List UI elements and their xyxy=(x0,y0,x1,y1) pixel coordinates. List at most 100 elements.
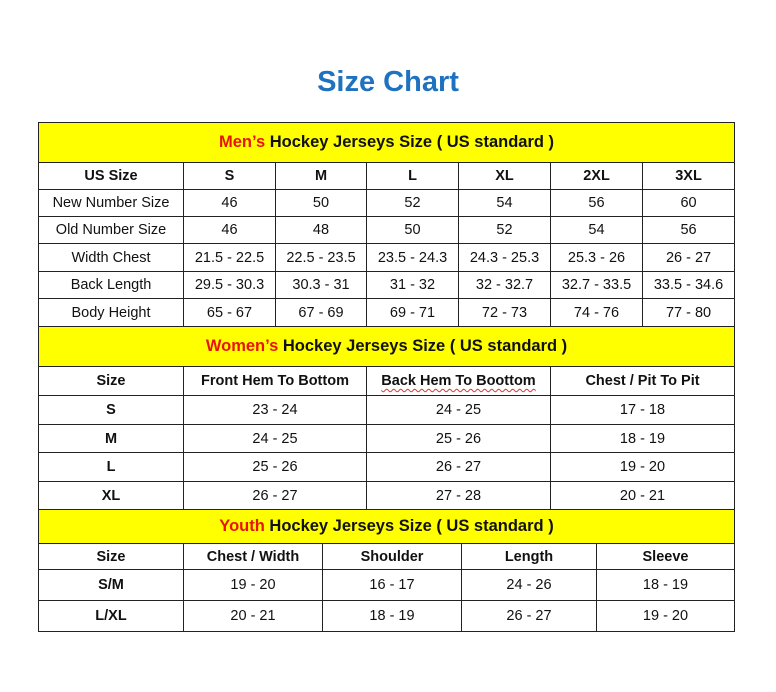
column-header: Length xyxy=(461,543,597,570)
table-row: Width Chest 21.5 - 22.5 22.5 - 23.5 23.5 - … xyxy=(38,243,736,272)
table-cell: 17 - 18 xyxy=(549,395,736,425)
page-title: Size Chart xyxy=(317,66,459,98)
column-header: Size xyxy=(38,543,184,570)
table-row: L 25 - 26 26 - 27 19 - 20 xyxy=(38,452,736,482)
table-cell: 25 - 26 xyxy=(366,424,551,453)
table-cell: 72 - 73 xyxy=(458,298,551,327)
column-header: US Size xyxy=(38,162,184,190)
row-label: XL xyxy=(38,481,184,510)
column-header: L xyxy=(366,162,459,190)
womens-label: Women’s xyxy=(205,337,279,355)
column-header: S xyxy=(183,162,276,190)
column-header: Sleeve xyxy=(595,543,736,570)
column-header: Chest / Pit To Pit xyxy=(549,366,736,396)
table-cell: 32 - 32.7 xyxy=(458,271,551,299)
table-cell: 48 xyxy=(275,216,367,244)
table-cell: 26 - 27 xyxy=(641,243,736,272)
table-cell: 23.5 - 24.3 xyxy=(366,243,459,272)
table-cell: 25.3 - 26 xyxy=(550,243,643,272)
column-header: XL xyxy=(458,162,551,190)
table-cell: 24.3 - 25.3 xyxy=(458,243,551,272)
table-row: S 23 - 24 24 - 25 17 - 18 xyxy=(38,395,736,425)
row-label: Body Height xyxy=(38,298,184,327)
youth-size-table: Youth Hockey Jerseys Size ( US standard … xyxy=(37,509,736,632)
row-label: Old Number Size xyxy=(38,216,184,244)
womens-section-title: Women’s Hockey Jerseys Size ( US standar… xyxy=(37,326,736,367)
column-header: Front Hem To Bottom xyxy=(183,366,367,396)
table-cell: 50 xyxy=(275,189,367,217)
youth-section-title: Youth Hockey Jerseys Size ( US standard … xyxy=(37,509,736,544)
table-cell: 46 xyxy=(183,189,276,217)
table-cell: 50 xyxy=(366,216,459,244)
table-cell: 32.7 - 33.5 xyxy=(550,271,643,299)
table-cell: 69 - 71 xyxy=(366,298,459,327)
table-cell: 24 - 26 xyxy=(461,569,597,601)
mens-size-table: Men’s Hockey Jerseys Size ( US standard … xyxy=(37,122,736,327)
table-cell: 56 xyxy=(550,189,643,217)
table-cell: 74 - 76 xyxy=(550,298,643,327)
table-cell: 30.3 - 31 xyxy=(275,271,367,299)
table-cell: 20 - 21 xyxy=(549,481,736,510)
table-cell: 24 - 25 xyxy=(366,395,551,425)
table-cell: 25 - 26 xyxy=(183,452,367,482)
table-row: S/M 19 - 20 16 - 17 24 - 26 18 - 19 xyxy=(38,569,736,601)
table-cell: 56 xyxy=(641,216,736,244)
table-row: Body Height 65 - 67 67 - 69 69 - 71 72 - 73 7… xyxy=(38,298,736,327)
row-label: L/XL xyxy=(38,600,184,632)
section-title-text: Hockey Jerseys Size ( US standard ) xyxy=(265,133,555,151)
table-cell: 19 - 20 xyxy=(595,600,736,632)
table-cell: 18 - 19 xyxy=(595,569,736,601)
table-cell: 27 - 28 xyxy=(366,481,551,510)
row-label: S/M xyxy=(38,569,184,601)
table-cell: 19 - 20 xyxy=(183,569,323,601)
womens-size-table: Women’s Hockey Jerseys Size ( US standar… xyxy=(37,326,736,510)
row-label: New Number Size xyxy=(38,189,184,217)
table-cell: 31 - 32 xyxy=(366,271,459,299)
column-header: Shoulder xyxy=(322,543,462,570)
column-header: Chest / Width xyxy=(183,543,323,570)
mens-label: Men’s xyxy=(219,133,266,151)
table-cell: 24 - 25 xyxy=(183,424,367,453)
header-row: US Size S M L XL 2XL 3XL xyxy=(38,162,736,190)
table-cell: 65 - 67 xyxy=(183,298,276,327)
section-title-text: Hockey Jerseys Size ( US standard ) xyxy=(278,337,568,355)
header-row: Size Front Hem To Bottom Back Hem To Boott… xyxy=(38,366,736,396)
column-header: Size xyxy=(38,366,184,396)
table-cell: 16 - 17 xyxy=(322,569,462,601)
mens-section-title: Men’s Hockey Jerseys Size ( US standard … xyxy=(37,122,736,163)
table-cell: 46 xyxy=(183,216,276,244)
table-cell: 54 xyxy=(550,216,643,244)
column-header: M xyxy=(275,162,367,190)
table-cell: 60 xyxy=(641,189,736,217)
column-header: Back Hem To Boottom xyxy=(366,366,551,396)
column-header: 2XL xyxy=(550,162,643,190)
table-cell: 23 - 24 xyxy=(183,395,367,425)
section-title-text: Hockey Jerseys Size ( US standard ) xyxy=(264,517,554,535)
table-cell: 77 - 80 xyxy=(641,298,736,327)
column-header: 3XL xyxy=(641,162,736,190)
table-cell: 20 - 21 xyxy=(183,600,323,632)
table-row: L/XL 20 - 21 18 - 19 26 - 27 19 - 20 xyxy=(38,600,736,632)
header-row: Size Chest / Width Shoulder Length Sleeve xyxy=(38,543,736,570)
table-cell: 21.5 - 22.5 xyxy=(183,243,276,272)
table-row: M 24 - 25 25 - 26 18 - 19 xyxy=(38,424,736,453)
table-cell: 52 xyxy=(366,189,459,217)
table-cell: 22.5 - 23.5 xyxy=(275,243,367,272)
table-cell: 26 - 27 xyxy=(183,481,367,510)
table-cell: 33.5 - 34.6 xyxy=(641,271,736,299)
table-cell: 67 - 69 xyxy=(275,298,367,327)
row-label: Width Chest xyxy=(38,243,184,272)
header-text: Back Hem To Boottom xyxy=(381,373,536,389)
table-cell: 18 - 19 xyxy=(322,600,462,632)
table-row: New Number Size 46 50 52 54 56 60 xyxy=(38,189,736,217)
row-label: Back Length xyxy=(38,271,184,299)
row-label: S xyxy=(38,395,184,425)
table-row: Old Number Size 46 48 50 52 54 56 xyxy=(38,216,736,244)
row-label: L xyxy=(38,452,184,482)
table-cell: 29.5 - 30.3 xyxy=(183,271,276,299)
table-cell: 54 xyxy=(458,189,551,217)
table-row: Back Length 29.5 - 30.3 30.3 - 31 31 - 32 32… xyxy=(38,271,736,299)
youth-label: Youth xyxy=(219,517,265,535)
row-label: M xyxy=(38,424,184,453)
table-cell: 52 xyxy=(458,216,551,244)
